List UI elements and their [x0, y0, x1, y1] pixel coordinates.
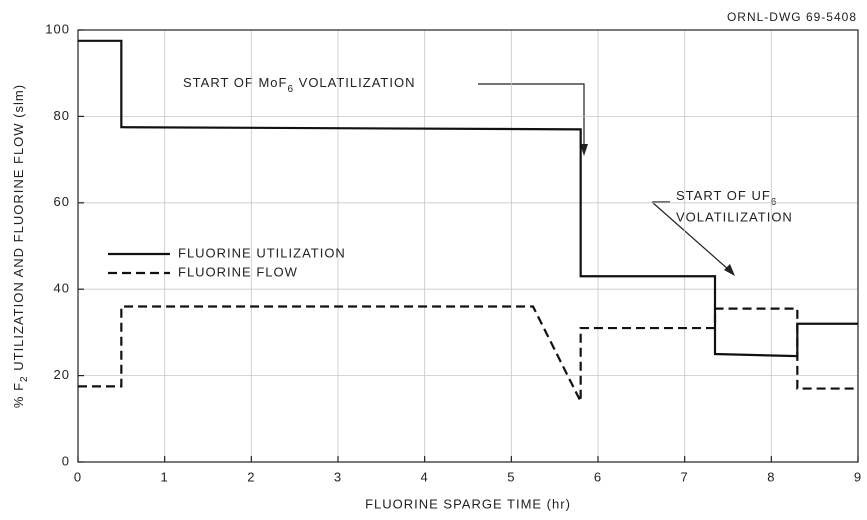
- x-tick-label: 9: [854, 469, 862, 484]
- plot-frame: [77, 29, 859, 463]
- y-tick-label: 60: [54, 194, 70, 209]
- x-tick-label: 6: [594, 469, 602, 484]
- annotation: START OF MoF6 VOLATILIZATION: [183, 75, 415, 94]
- annotation-part: START OF UF: [676, 188, 771, 203]
- y-axis-label: % F2 UTILIZATION AND FLUORINE FLOW (slm): [11, 84, 29, 408]
- x-tick-label: 2: [247, 469, 255, 484]
- y-label-part: % F: [11, 382, 26, 408]
- y-tick-label: 100: [45, 21, 70, 36]
- x-axis-label: FLUORINE SPARGE TIME (hr): [365, 496, 571, 511]
- legend-label: FLUORINE UTILIZATION: [178, 245, 346, 260]
- x-tick-label: 0: [74, 469, 82, 484]
- x-tick-label: 5: [507, 469, 515, 484]
- x-tick-label: 8: [767, 469, 775, 484]
- arrow-head: [580, 144, 588, 156]
- annotation-arrow: [651, 201, 730, 271]
- x-tick-label: 7: [681, 469, 689, 484]
- y-tick-label: 40: [54, 281, 70, 296]
- y-label-part: UTILIZATION AND FLUORINE FLOW (slm): [11, 84, 26, 375]
- arrow-head: [724, 264, 735, 276]
- y-tick-label: 20: [54, 367, 70, 382]
- y-tick-label: 80: [54, 108, 70, 123]
- x-tick-label: 1: [161, 469, 169, 484]
- annotation-part: START OF MoF: [183, 75, 287, 90]
- annotation: VOLATILIZATION: [676, 209, 793, 224]
- y-tick-label: 0: [62, 453, 70, 468]
- annotation-arrow: [478, 83, 585, 148]
- annotation: START OF UF6: [676, 188, 777, 207]
- drawing-id: ORNL-DWG 69-5408: [727, 10, 857, 24]
- annotation-sub: 6: [287, 84, 294, 95]
- x-tick-label: 3: [334, 469, 342, 484]
- legend-label: FLUORINE FLOW: [178, 264, 298, 279]
- x-tick-label: 4: [421, 469, 429, 484]
- y-label-sub: 2: [19, 375, 30, 382]
- annotation-sub: 6: [771, 197, 778, 208]
- data-line: [78, 305, 858, 403]
- annotation-part: VOLATILIZATION: [294, 75, 415, 90]
